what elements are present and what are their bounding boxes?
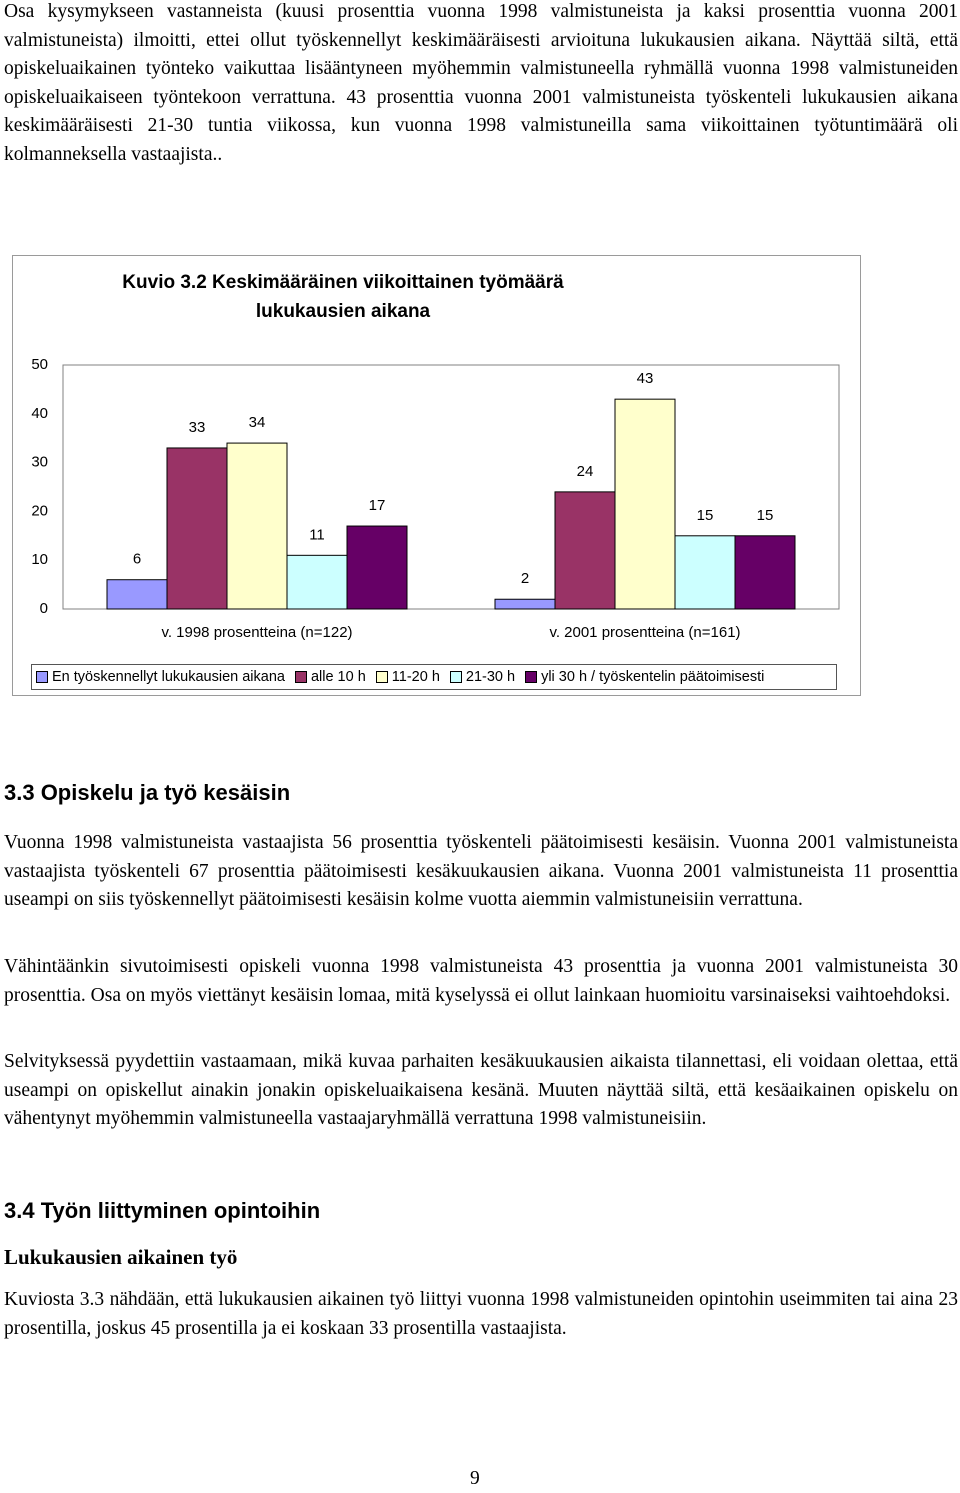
bar xyxy=(166,447,228,610)
bar xyxy=(106,579,168,610)
chart: Kuvio 3.2 Keskimääräinen viikoittainen t… xyxy=(12,255,861,696)
section-heading: 3.4 Työn liittyminen opintoihin xyxy=(4,1198,321,1223)
legend-swatch xyxy=(36,671,48,683)
paragraph: Osa kysymykseen vastanneista (kuusi pros… xyxy=(4,1,958,165)
legend-swatch xyxy=(294,671,307,683)
page-number: 9 xyxy=(470,1468,480,1489)
section-heading: 3.3 Opiskelu ja työ kesäisin xyxy=(4,780,291,805)
legend-swatch xyxy=(525,671,538,683)
paragraph: Vuonna 1998 valmistuneista vastaajista 5… xyxy=(4,832,958,910)
legend-label: yli 30 h / työskentelin päätoimisesti xyxy=(541,669,765,685)
value-label: 15 xyxy=(757,507,774,524)
paragraph: Selvityksessä pyydettiin vastaamaan, mik… xyxy=(4,1051,958,1129)
y-tick-label: 10 xyxy=(31,551,48,568)
value-label: 43 xyxy=(637,370,654,387)
y-tick-label: 30 xyxy=(31,454,48,471)
value-label: 33 xyxy=(189,419,206,436)
legend-label: alle 10 h xyxy=(310,669,366,685)
legend-swatch xyxy=(375,671,388,683)
value-label: 24 xyxy=(577,463,594,480)
y-tick-label: 0 xyxy=(40,600,48,617)
bar xyxy=(554,491,616,610)
legend-item: alle 10 h xyxy=(294,669,366,685)
bar xyxy=(286,554,348,610)
value-label: 6 xyxy=(133,551,141,568)
x-tick-label: v. 1998 prosentteina (n=122) xyxy=(161,624,352,641)
value-label: 15 xyxy=(697,507,714,524)
paragraph: Kuviosta 3.3 nähdään, että lukukausien a… xyxy=(4,1289,958,1339)
legend-item: 11-20 h xyxy=(375,669,440,685)
bar xyxy=(614,398,676,610)
value-label: 11 xyxy=(309,526,325,543)
legend-item: 21-30 h xyxy=(449,669,516,685)
bar xyxy=(346,525,408,610)
y-tick-label: 40 xyxy=(31,405,48,422)
x-tick-label: v. 2001 prosentteina (n=161) xyxy=(549,624,740,641)
value-label: 2 xyxy=(521,570,529,587)
legend-swatch xyxy=(449,671,462,683)
value-label: 17 xyxy=(369,497,386,514)
legend-item: yli 30 h / työskentelin päätoimisesti xyxy=(525,669,764,685)
bar xyxy=(734,535,796,610)
paragraph: Vähintäänkin sivutoimisesti opiskeli vuo… xyxy=(4,956,958,1006)
chart-title: Kuvio 3.2 Keskimääräinen viikoittainen t… xyxy=(122,272,564,322)
plot: 0 10 20 30 40 50 v. 1998 prosentteina (n=122) 6… xyxy=(31,356,840,641)
y-tick-label: 50 xyxy=(31,356,48,373)
subheading: Lukukausien aikainen työ xyxy=(4,1245,238,1269)
bar xyxy=(674,535,736,610)
legend-label: En työskennellyt lukukausien aikana xyxy=(52,669,285,685)
bar xyxy=(226,442,288,610)
legend-item: En työskennellyt lukukausien aikana xyxy=(36,669,285,685)
value-label: 34 xyxy=(249,414,266,431)
legend-label: 21-30 h xyxy=(465,669,516,685)
legend: En työskennellyt lukukausien aikana alle … xyxy=(31,664,837,690)
bar xyxy=(494,598,556,610)
legend-label: 11-20 h xyxy=(391,669,440,685)
y-tick-label: 20 xyxy=(31,502,48,519)
